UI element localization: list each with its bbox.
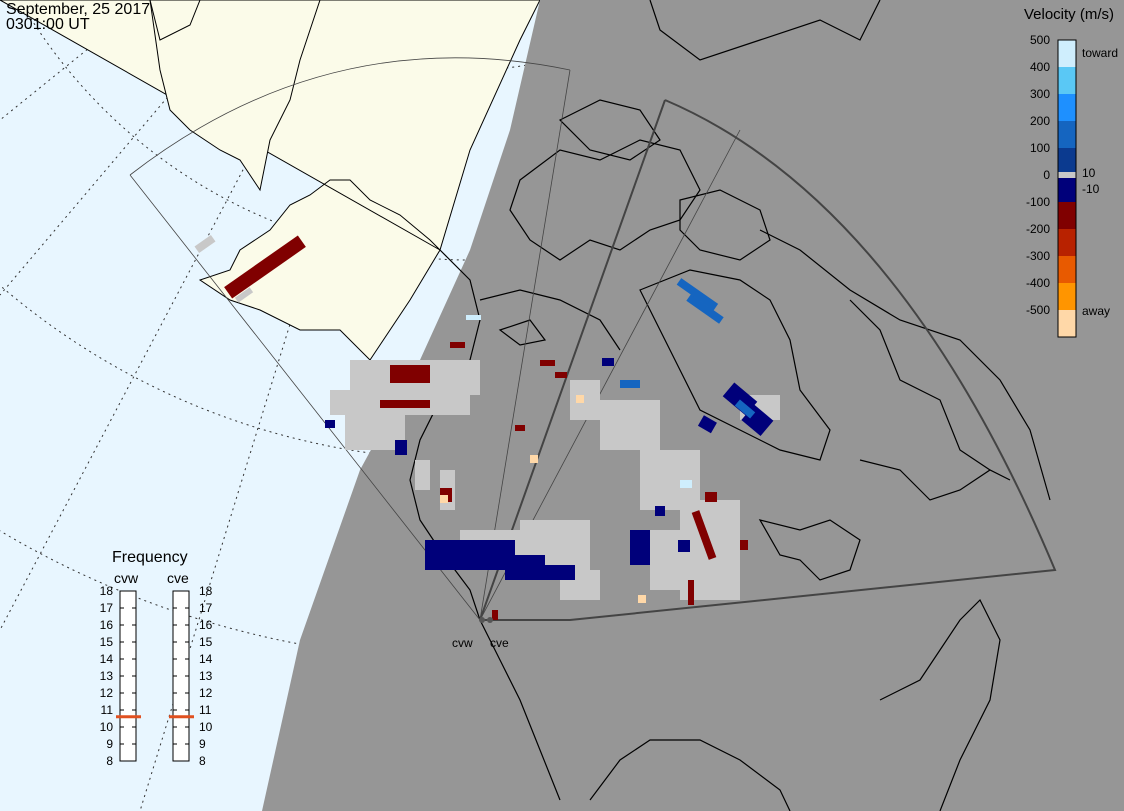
radar-site-cvw <box>479 617 485 623</box>
coastlines <box>409 0 1051 811</box>
freq-scale-label-left: 9 <box>106 737 113 751</box>
freq-scale-label-left: 12 <box>99 686 113 700</box>
frequency-title: Frequency <box>112 549 188 566</box>
freq-scale-label-right: 12 <box>199 686 213 700</box>
freq-scale-label-right: 13 <box>199 669 213 683</box>
freq-scale-label-right: 17 <box>199 601 213 615</box>
freq-scale-label-right: 8 <box>199 754 206 768</box>
night-terminator <box>262 0 1124 811</box>
freq-radar-label-cvw: cvw <box>114 570 139 586</box>
freq-scale-label-left: 17 <box>99 601 113 615</box>
velocity-color-segment <box>1058 40 1076 67</box>
velocity-colorbar-frame <box>1057 39 1077 338</box>
velocity-tick-label: 300 <box>1029 87 1050 101</box>
velocity-zero-band <box>1058 172 1076 178</box>
toward-label: toward <box>1082 46 1119 60</box>
velocity-color-segment <box>1058 256 1076 283</box>
freq-scale-label-left: 18 <box>99 584 113 598</box>
velocity-color-segment <box>1058 94 1076 121</box>
freq-scale-label-right: 16 <box>199 618 213 632</box>
radar-site-cve <box>487 617 493 623</box>
freq-scale-label-right: 10 <box>199 720 213 734</box>
freq-scale-label-left: 8 <box>106 754 113 768</box>
velocity-color-segment <box>1058 121 1076 148</box>
velocity-tick-label: -300 <box>1025 249 1050 263</box>
velocity-tick-label: -500 <box>1025 303 1050 317</box>
velocity-color-segment <box>1058 283 1076 310</box>
freq-scale-label-right: 18 <box>199 584 213 598</box>
velocity-tick-label: 0 <box>1043 168 1050 182</box>
freq-scale-label-right: 14 <box>199 652 213 666</box>
velocity-toward-fast <box>620 278 756 419</box>
velocity-colorbar <box>1057 39 1077 338</box>
freq-radar-label-cve: cve <box>167 570 189 586</box>
land-north <box>149 0 321 192</box>
velocity-color-segment <box>1058 310 1076 337</box>
neg-threshold-label: -10 <box>1082 182 1100 196</box>
freq-scale-label-left: 13 <box>99 669 113 683</box>
velocity-color-segment <box>1058 175 1076 202</box>
land-alaska <box>0 0 541 361</box>
date-label: September, 25 2017 <box>6 1 151 18</box>
freq-scale-label-right: 11 <box>199 703 212 717</box>
velocity-tick-label: 100 <box>1029 141 1050 155</box>
freq-scale-label-right: 15 <box>199 635 213 649</box>
velocity-color-segment <box>1058 202 1076 229</box>
freq-scale-label-left: 10 <box>99 720 113 734</box>
pos-threshold-label: 10 <box>1082 166 1096 180</box>
away-label: away <box>1082 304 1111 318</box>
velocity-tick-label: 200 <box>1029 114 1050 128</box>
velocity-color-segment <box>1058 229 1076 256</box>
velocity-toward <box>325 358 774 580</box>
time-label: 0301:00 UT <box>6 16 90 33</box>
velocity-legend-title: Velocity (m/s) <box>1023 6 1114 23</box>
freq-scale-label-left: 14 <box>99 652 113 666</box>
velocity-tick-label: 500 <box>1029 33 1050 47</box>
freq-scale-label-left: 11 <box>100 703 113 717</box>
freq-ticks <box>120 607 189 745</box>
velocity-light <box>440 315 692 603</box>
velocity-tick-label: 400 <box>1029 60 1050 74</box>
velocity-tick-label: -200 <box>1025 222 1050 236</box>
velocity-color-segment <box>1058 67 1076 94</box>
site-label-cve: cve <box>490 636 509 650</box>
freq-scale-label-right: 9 <box>199 737 206 751</box>
velocity-tick-label: -100 <box>1025 195 1050 209</box>
velocity-tick-label: -400 <box>1025 276 1050 290</box>
velocity-color-segment <box>1058 148 1076 175</box>
freq-scale-label-left: 16 <box>99 618 113 632</box>
freq-scale-label-left: 15 <box>99 635 113 649</box>
velocity-away <box>224 235 748 620</box>
site-label-cvw: cvw <box>452 636 473 650</box>
land-island-small <box>149 0 201 41</box>
